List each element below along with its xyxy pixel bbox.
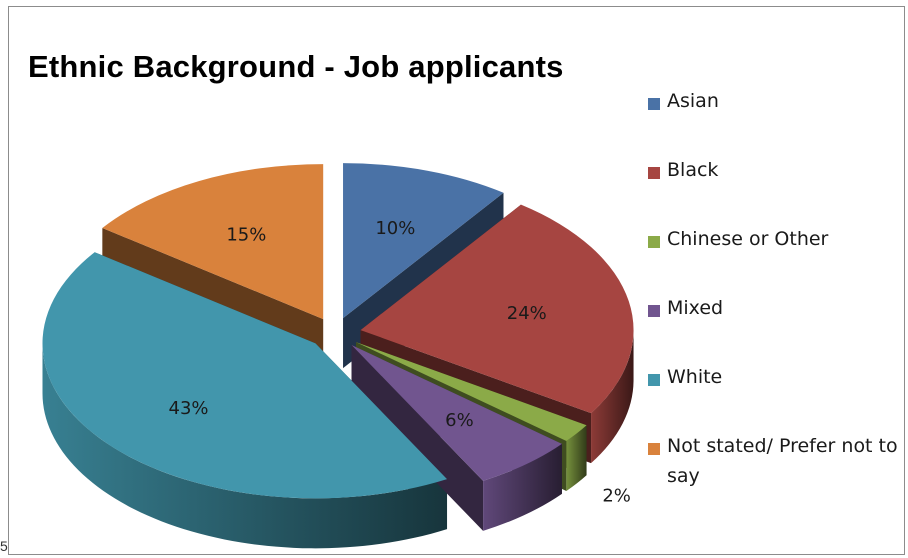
legend-label: Asian: [667, 90, 719, 112]
pie-slice-not-stated-prefer-not-to-say: [102, 164, 324, 320]
legend-swatch: [648, 443, 660, 455]
legend-label: Chinese or Other: [667, 228, 829, 250]
pie-slice-chinese-or-other: [356, 342, 587, 441]
legend-item-white: White: [648, 366, 899, 392]
pie-labels: 10% 24% 2% 6% 43% 15%: [169, 218, 631, 507]
legend-label: White: [667, 366, 723, 388]
legend-swatch: [648, 98, 660, 110]
data-label-asian: 10%: [375, 218, 415, 239]
legend-item-chinese-or-other: Chinese or Other: [648, 228, 899, 254]
legend-swatch: [648, 374, 660, 386]
legend-label: Not stated/ Prefer not to say: [667, 435, 898, 487]
legend-label: Mixed: [667, 297, 724, 319]
pie-slice-white: [42, 252, 448, 499]
legend-item-not-stated-prefer-not-to-say: Not stated/ Prefer not to say: [648, 435, 899, 491]
pie-side-mixed: [483, 443, 562, 531]
data-label-white: 43%: [169, 398, 209, 419]
pie-side-white: [42, 343, 448, 549]
data-label-not-stated-prefer-not-to-say: 15%: [226, 224, 266, 245]
legend-swatch: [648, 167, 660, 179]
pie-side-black: [591, 330, 634, 464]
chart-title: Ethnic Background - Job applicants: [28, 49, 564, 84]
legend-label: Black: [667, 159, 719, 181]
legend-item-mixed: Mixed: [648, 297, 899, 323]
pie-wall-mixed: [351, 345, 484, 531]
legend-swatch: [648, 305, 660, 317]
data-label-chinese-or-other: 2%: [602, 486, 631, 507]
pie-slice-mixed: [351, 345, 562, 481]
data-label-mixed: 6%: [445, 410, 474, 431]
data-label-black: 24%: [507, 303, 547, 324]
pie-slice-black: [360, 204, 634, 414]
corner-text: 5: [0, 538, 8, 554]
pie-slice-asian: [343, 163, 504, 319]
legend-item-black: Black: [648, 159, 899, 185]
legend-item-asian: Asian: [648, 90, 899, 116]
pie-tops: [42, 163, 634, 499]
legend-swatch: [648, 236, 660, 248]
chart-legend: Asian Black Chinese or Other Mixed White Not …: [648, 0, 904, 558]
pie-side-chinese-or-other: [566, 425, 587, 491]
